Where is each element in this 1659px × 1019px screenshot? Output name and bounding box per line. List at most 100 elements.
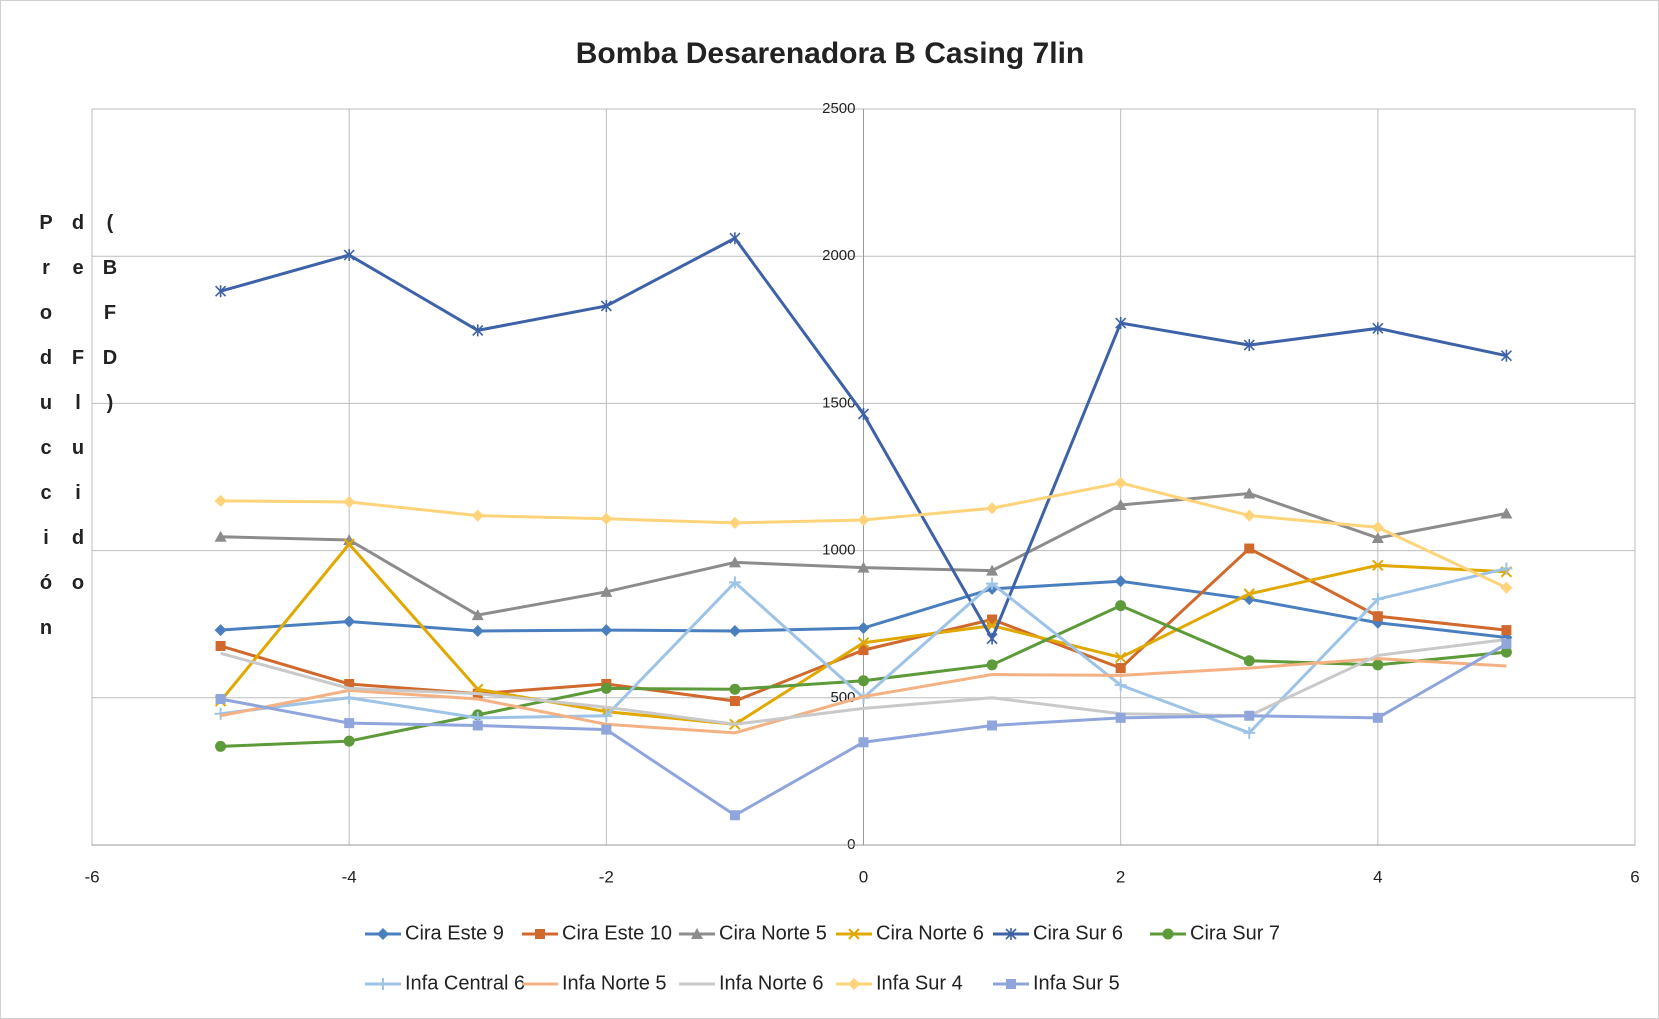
legend-label: Infa Sur 5 xyxy=(1033,972,1120,994)
marker xyxy=(728,624,741,637)
x-tick-label: 2 xyxy=(1116,867,1125,886)
legend-label: Cira Sur 6 xyxy=(1033,922,1123,944)
marker xyxy=(215,740,227,752)
marker xyxy=(1114,679,1127,692)
marker xyxy=(1243,509,1256,522)
marker xyxy=(600,299,612,312)
marker xyxy=(535,929,545,939)
y-tick-label: 2500 xyxy=(822,100,855,117)
marker xyxy=(600,512,613,525)
marker xyxy=(1115,663,1126,674)
marker xyxy=(857,622,870,635)
marker xyxy=(214,530,227,542)
marker xyxy=(472,324,484,337)
marker xyxy=(343,538,355,550)
marker xyxy=(215,640,226,651)
marker xyxy=(1500,562,1513,575)
marker xyxy=(600,709,613,722)
marker xyxy=(728,516,741,529)
marker xyxy=(215,693,226,704)
marker xyxy=(343,615,356,628)
marker xyxy=(344,678,355,689)
marker xyxy=(986,577,999,590)
x-tick-label: 6 xyxy=(1630,867,1639,886)
y-tick-label: 1000 xyxy=(822,542,855,559)
marker xyxy=(343,691,356,704)
legend-label: Cira Este 10 xyxy=(562,922,672,944)
marker xyxy=(1371,531,1384,543)
x-tick-label: -6 xyxy=(84,867,99,886)
marker xyxy=(858,645,869,656)
x-tick-label: 4 xyxy=(1373,867,1382,886)
marker xyxy=(471,609,484,621)
marker xyxy=(214,624,227,637)
marker xyxy=(858,675,869,687)
legend-label: Infa Sur 4 xyxy=(876,972,963,994)
series-line xyxy=(220,657,1507,735)
marker xyxy=(1372,559,1384,572)
marker xyxy=(986,502,999,515)
marker xyxy=(1371,521,1384,534)
marker xyxy=(987,614,998,625)
marker xyxy=(729,232,741,245)
legend-label: Cira Norte 5 xyxy=(719,922,827,944)
marker xyxy=(1243,588,1255,600)
marker xyxy=(1501,638,1512,649)
marker xyxy=(1501,625,1512,636)
marker xyxy=(728,556,741,568)
marker xyxy=(1500,349,1512,362)
marker xyxy=(1243,655,1255,667)
marker xyxy=(1162,928,1174,940)
marker xyxy=(728,576,741,589)
marker xyxy=(1006,979,1016,989)
marker xyxy=(691,928,703,939)
marker xyxy=(1115,712,1126,723)
x-tick-label: -2 xyxy=(599,867,614,886)
legend-label: Infa Norte 6 xyxy=(719,972,824,994)
marker xyxy=(1244,543,1255,554)
marker xyxy=(986,659,998,671)
legend-label: Infa Norte 5 xyxy=(562,972,667,994)
marker xyxy=(1243,726,1256,739)
marker xyxy=(471,624,484,637)
marker xyxy=(343,496,356,509)
y-tick-label: 0 xyxy=(847,836,855,853)
marker xyxy=(600,682,612,694)
marker xyxy=(729,696,740,707)
marker xyxy=(857,407,870,420)
marker xyxy=(343,249,355,262)
marker xyxy=(1372,322,1384,335)
marker xyxy=(986,564,999,576)
marker xyxy=(848,978,860,990)
marker xyxy=(1372,611,1383,622)
marker xyxy=(857,513,870,526)
marker xyxy=(1372,659,1384,671)
legend-label: Cira Este 9 xyxy=(405,922,504,944)
x-tick-label: -4 xyxy=(342,867,357,886)
legend-label: Cira Norte 6 xyxy=(876,922,984,944)
marker xyxy=(1243,487,1256,499)
y-axis-label: Producción de Fluido (BFD) xyxy=(35,212,121,662)
marker xyxy=(377,928,389,940)
marker xyxy=(214,494,227,507)
marker xyxy=(1005,928,1017,940)
y-tick-label: 2000 xyxy=(822,247,855,264)
marker xyxy=(1115,317,1127,330)
marker xyxy=(1243,339,1255,352)
marker xyxy=(986,632,998,645)
marker xyxy=(1500,507,1513,519)
marker xyxy=(377,978,389,990)
marker xyxy=(343,735,355,747)
legend-label: Infa Central 6 xyxy=(405,972,525,994)
marker xyxy=(987,720,998,731)
marker xyxy=(1244,710,1255,721)
marker xyxy=(471,509,484,522)
marker xyxy=(848,928,860,940)
marker xyxy=(1114,651,1127,664)
marker xyxy=(857,561,870,573)
marker xyxy=(215,285,227,298)
chart-title: Bomba Desarenadora B Casing 7lin xyxy=(576,37,1084,70)
marker xyxy=(1372,712,1383,723)
